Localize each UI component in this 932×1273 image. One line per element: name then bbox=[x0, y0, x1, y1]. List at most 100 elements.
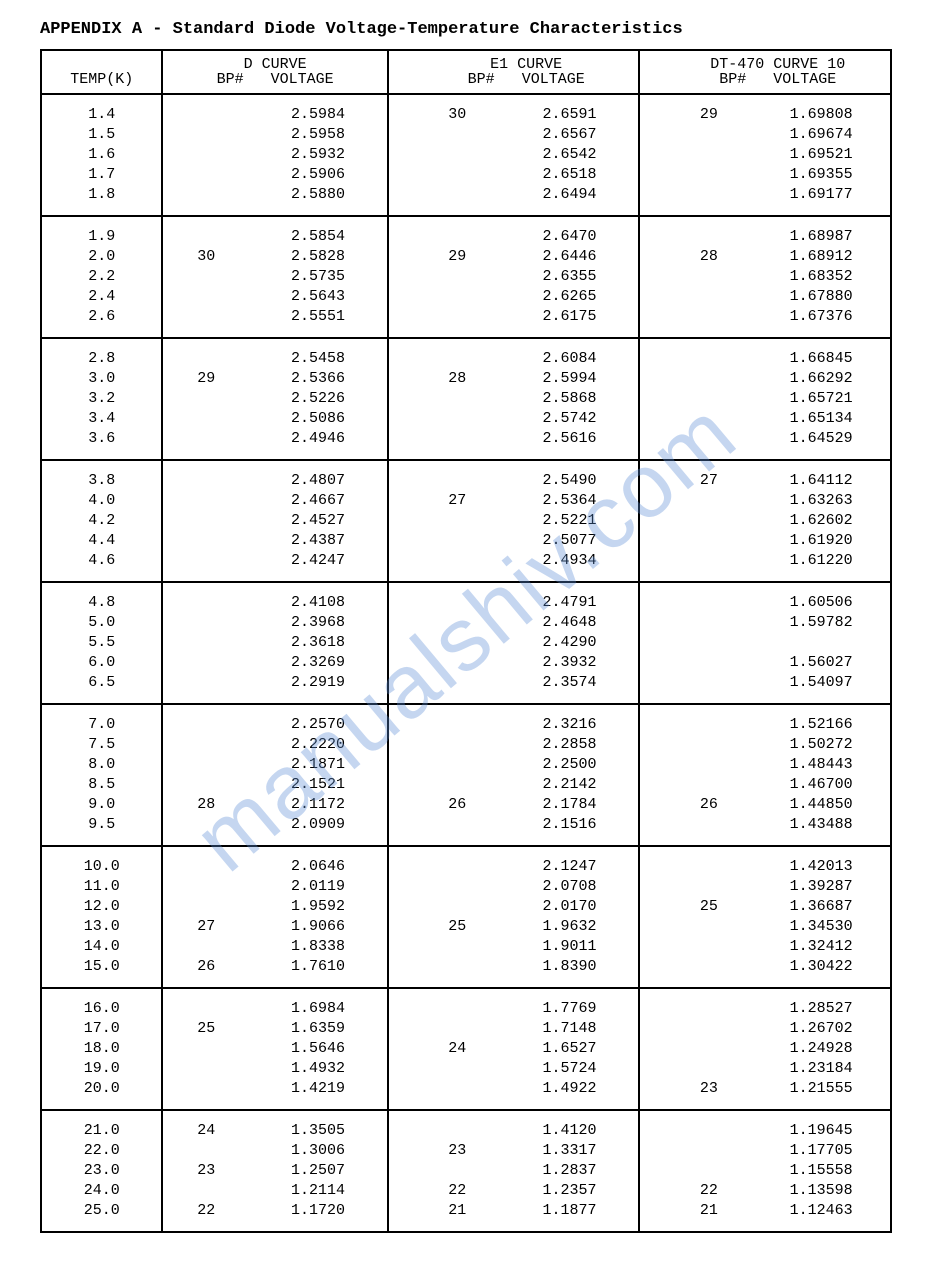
cell-d-volt-col-value: 2.2220 bbox=[249, 735, 387, 755]
cell-d-bp-col-value bbox=[163, 1079, 249, 1099]
cell-dt-bp-col-value bbox=[665, 531, 752, 551]
cell-dt-bp-col-value bbox=[665, 857, 752, 877]
cell-e1-bp-col-value bbox=[414, 815, 501, 835]
cell-e1-bp-col-value bbox=[414, 185, 501, 205]
cell-e1-volt-col-value: 2.5364 bbox=[501, 491, 639, 511]
cell-dt-bp-col-value bbox=[665, 287, 752, 307]
cell-e1-bp-col-value bbox=[414, 287, 501, 307]
cell-d-bp-col-value bbox=[163, 593, 249, 613]
cell-dt-volt-col-value: 1.13598 bbox=[752, 1181, 890, 1201]
cell-dt-bp-col-value bbox=[665, 491, 752, 511]
cell-dt-bp-col-value bbox=[665, 815, 752, 835]
cell-temp-col: 2.83.03.23.43.6 bbox=[42, 349, 161, 449]
diode-table: TEMP(K) D CURVE BP# VOLTAGE E1 CURVE BP#… bbox=[40, 49, 892, 1233]
cell-dt-bp-col bbox=[665, 349, 752, 449]
header-e1-bp: BP# bbox=[468, 71, 495, 88]
cell-d-volt-col-value: 2.5984 bbox=[249, 105, 387, 125]
cell-dt-bp-col-value bbox=[665, 613, 752, 633]
cell-d-volt-col-value: 2.2919 bbox=[249, 673, 387, 693]
gap-cell bbox=[388, 988, 414, 1110]
cell-d-bp-col-value bbox=[163, 551, 249, 571]
cell-temp-col-value: 23.0 bbox=[42, 1161, 161, 1181]
cell-dt-volt-col: 1.668451.662921.657211.651341.64529 bbox=[752, 349, 890, 449]
cell-dt-volt-col-value: 1.15558 bbox=[752, 1161, 890, 1181]
cell-dt-bp-col-value bbox=[665, 917, 752, 937]
cell-dt-bp: 29 bbox=[665, 94, 752, 216]
cell-dt-volt-col-value: 1.30422 bbox=[752, 957, 890, 977]
cell-dt-bp-col-value bbox=[665, 409, 752, 429]
cell-d-bp-col-value bbox=[163, 409, 249, 429]
cell-d-bp: 25 bbox=[162, 988, 249, 1110]
cell-dt-bp bbox=[665, 338, 752, 460]
cell-dt-volt-col-value: 1.23184 bbox=[752, 1059, 890, 1079]
cell-e1-bp bbox=[414, 582, 501, 704]
cell-e1-bp-col-value: 26 bbox=[414, 795, 501, 815]
cell-dt-bp-col-value bbox=[665, 775, 752, 795]
cell-e1-bp-col-value bbox=[414, 409, 501, 429]
cell-e1-bp: 28 bbox=[414, 338, 501, 460]
cell-dt-bp-col-value: 23 bbox=[665, 1079, 752, 1099]
cell-dt-volt-col-value: 1.67880 bbox=[752, 287, 890, 307]
cell-d-volt: 2.48072.46672.45272.43872.4247 bbox=[249, 460, 388, 582]
cell-e1-bp-col-value bbox=[414, 755, 501, 775]
cell-dt-bp-col-value: 26 bbox=[665, 795, 752, 815]
cell-dt-bp-col-value bbox=[665, 715, 752, 735]
cell-dt-volt-col: 1.641121.632631.626021.619201.61220 bbox=[752, 471, 890, 571]
cell-e1-volt-col-value: 1.8390 bbox=[501, 957, 639, 977]
cell-e1-volt-col-value: 2.5077 bbox=[501, 531, 639, 551]
cell-dt-bp-col: 28 bbox=[665, 227, 752, 327]
cell-dt-bp: 26 bbox=[665, 704, 752, 846]
cell-dt-volt-col: 1.196451.177051.155581.135981.12463 bbox=[752, 1121, 890, 1221]
cell-e1-volt-col-value: 2.5490 bbox=[501, 471, 639, 491]
cell-e1-volt-col-value: 1.6527 bbox=[501, 1039, 639, 1059]
cell-d-volt-col-value: 1.9066 bbox=[249, 917, 387, 937]
cell-dt-bp-col-value bbox=[665, 227, 752, 247]
cell-e1-volt: 2.32162.28582.25002.21422.17842.1516 bbox=[501, 704, 640, 846]
cell-temp: 7.07.58.08.59.09.5 bbox=[41, 704, 162, 846]
cell-d-volt-col-value: 2.3968 bbox=[249, 613, 387, 633]
table-body: 1.41.51.61.71.82.59842.59582.59322.59062… bbox=[41, 94, 891, 1232]
cell-e1-bp-col-value bbox=[414, 937, 501, 957]
cell-dt-bp-col-value bbox=[665, 307, 752, 327]
cell-dt-bp-col: 2221 bbox=[665, 1121, 752, 1221]
table-row: 7.07.58.08.59.09.5282.25702.22202.18712.… bbox=[41, 704, 891, 846]
cell-dt-volt-col-value: 1.52166 bbox=[752, 715, 890, 735]
cell-d-volt-col-value: 2.5458 bbox=[249, 349, 387, 369]
gap-cell bbox=[388, 338, 414, 460]
cell-e1-volt-col-value: 2.1784 bbox=[501, 795, 639, 815]
cell-d-bp-col-value bbox=[163, 349, 249, 369]
cell-d-volt-col-value: 2.4946 bbox=[249, 429, 387, 449]
cell-d-bp-col-value bbox=[163, 145, 249, 165]
cell-dt-bp-col-value bbox=[665, 389, 752, 409]
cell-d-volt-col-value: 1.7610 bbox=[249, 957, 387, 977]
cell-d-bp-col-value: 26 bbox=[163, 957, 249, 977]
cell-temp-col-value: 4.4 bbox=[42, 531, 161, 551]
cell-d-bp-col-value bbox=[163, 877, 249, 897]
cell-e1-volt-col-value: 2.1516 bbox=[501, 815, 639, 835]
cell-dt-bp-col-value: 22 bbox=[665, 1181, 752, 1201]
cell-e1-volt: 1.41201.33171.28371.23571.1877 bbox=[501, 1110, 640, 1232]
cell-temp: 16.017.018.019.020.0 bbox=[41, 988, 162, 1110]
cell-temp: 2.83.03.23.43.6 bbox=[41, 338, 162, 460]
table-row: 10.011.012.013.014.015.027262.06462.0119… bbox=[41, 846, 891, 988]
cell-temp-col: 7.07.58.08.59.09.5 bbox=[42, 715, 161, 835]
cell-e1-bp-col-value bbox=[414, 673, 501, 693]
cell-e1-volt-col-value: 1.2837 bbox=[501, 1161, 639, 1181]
cell-temp: 21.022.023.024.025.0 bbox=[41, 1110, 162, 1232]
cell-dt-volt-col: 1.285271.267021.249281.231841.21555 bbox=[752, 999, 890, 1099]
cell-d-volt-col-value: 2.3618 bbox=[249, 633, 387, 653]
cell-e1-volt-col-value: 2.2142 bbox=[501, 775, 639, 795]
cell-d-volt-col-value: 2.0909 bbox=[249, 815, 387, 835]
cell-d-bp-col bbox=[163, 593, 249, 693]
cell-d-volt-col-value: 2.4667 bbox=[249, 491, 387, 511]
cell-e1-volt-col-value: 2.5742 bbox=[501, 409, 639, 429]
cell-e1-volt-col-value: 1.2357 bbox=[501, 1181, 639, 1201]
table-row: 4.85.05.56.06.52.41082.39682.36182.32692… bbox=[41, 582, 891, 704]
cell-dt-volt: 1.285271.267021.249281.231841.21555 bbox=[752, 988, 891, 1110]
cell-temp-col-value: 2.8 bbox=[42, 349, 161, 369]
cell-temp-col-value: 24.0 bbox=[42, 1181, 161, 1201]
cell-d-bp: 2726 bbox=[162, 846, 249, 988]
cell-dt-bp-col-value bbox=[665, 429, 752, 449]
cell-d-bp-col-value bbox=[163, 1039, 249, 1059]
cell-d-bp-col-value bbox=[163, 857, 249, 877]
